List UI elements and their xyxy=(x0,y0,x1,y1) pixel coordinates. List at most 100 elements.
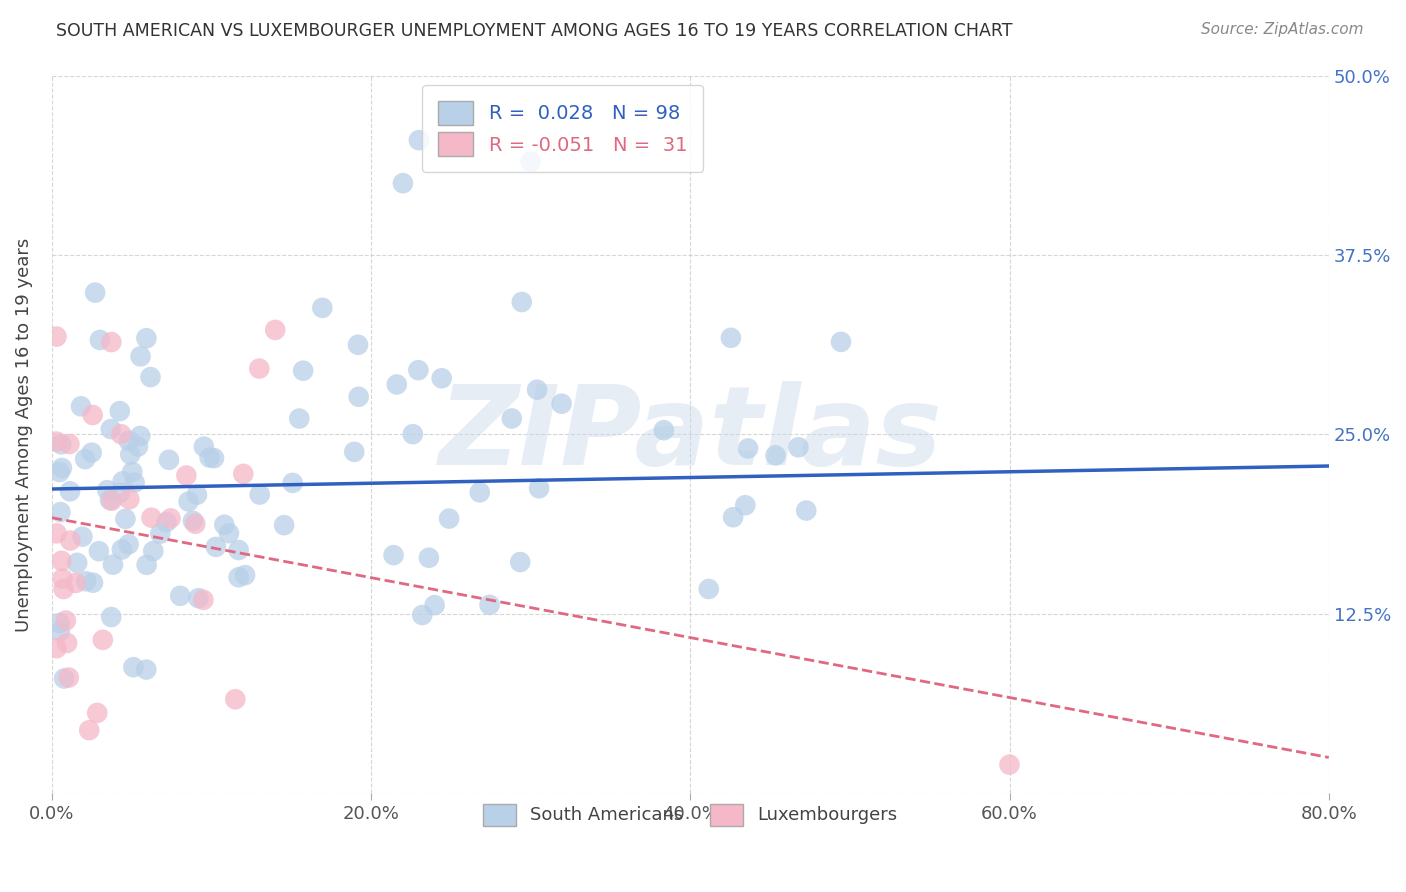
Point xyxy=(96,483,118,497)
Point xyxy=(430,371,453,385)
Point xyxy=(264,323,287,337)
Point xyxy=(292,364,315,378)
Point xyxy=(80,445,103,459)
Point xyxy=(111,475,134,489)
Point xyxy=(423,598,446,612)
Point xyxy=(247,361,270,376)
Point xyxy=(468,485,491,500)
Point xyxy=(135,663,157,677)
Point xyxy=(45,329,67,343)
Point xyxy=(108,404,131,418)
Point xyxy=(734,498,756,512)
Point xyxy=(129,429,152,443)
Point xyxy=(77,723,100,738)
Point xyxy=(48,615,70,630)
Point xyxy=(121,465,143,479)
Point xyxy=(91,632,114,647)
Point xyxy=(224,692,246,706)
Point xyxy=(382,548,405,562)
Point xyxy=(288,411,311,425)
Point xyxy=(55,614,77,628)
Point xyxy=(169,589,191,603)
Point xyxy=(58,671,80,685)
Point xyxy=(155,515,177,529)
Point xyxy=(184,516,207,531)
Point xyxy=(193,440,215,454)
Point xyxy=(550,397,572,411)
Point xyxy=(385,377,408,392)
Legend: South Americans, Luxembourgers: South Americans, Luxembourgers xyxy=(474,795,907,835)
Point xyxy=(347,338,370,352)
Point xyxy=(45,434,67,449)
Point xyxy=(108,486,131,500)
Point xyxy=(100,334,122,349)
Point xyxy=(218,526,240,541)
Point xyxy=(273,518,295,533)
Point xyxy=(87,544,110,558)
Point xyxy=(311,301,333,315)
Point xyxy=(58,437,80,451)
Point xyxy=(111,542,134,557)
Point xyxy=(70,400,93,414)
Point xyxy=(75,452,97,467)
Point xyxy=(135,331,157,345)
Point xyxy=(75,574,97,589)
Point xyxy=(56,636,79,650)
Point xyxy=(149,526,172,541)
Point xyxy=(100,610,122,624)
Point xyxy=(233,568,256,582)
Point xyxy=(127,440,149,454)
Point xyxy=(177,494,200,508)
Point xyxy=(181,514,204,528)
Point xyxy=(157,452,180,467)
Point xyxy=(45,641,67,656)
Point xyxy=(52,582,75,596)
Point xyxy=(526,383,548,397)
Point xyxy=(176,468,198,483)
Point xyxy=(82,575,104,590)
Point xyxy=(787,440,810,454)
Point xyxy=(98,493,121,508)
Point xyxy=(51,461,73,475)
Point xyxy=(114,512,136,526)
Point xyxy=(408,133,430,147)
Text: ZIPatlas: ZIPatlas xyxy=(439,381,942,488)
Point xyxy=(198,450,221,465)
Point xyxy=(721,510,744,524)
Point xyxy=(100,493,122,508)
Point xyxy=(228,543,250,558)
Point xyxy=(527,481,550,495)
Point xyxy=(89,333,111,347)
Point xyxy=(48,465,70,479)
Point xyxy=(86,706,108,720)
Point xyxy=(118,492,141,507)
Point xyxy=(120,448,142,462)
Point xyxy=(232,467,254,481)
Point xyxy=(48,624,70,639)
Point xyxy=(510,295,533,310)
Point xyxy=(501,411,523,425)
Point xyxy=(411,607,433,622)
Point xyxy=(187,591,209,606)
Point xyxy=(49,505,72,519)
Point xyxy=(159,511,181,525)
Point xyxy=(214,517,236,532)
Y-axis label: Unemployment Among Ages 16 to 19 years: Unemployment Among Ages 16 to 19 years xyxy=(15,237,32,632)
Point xyxy=(509,555,531,569)
Point xyxy=(82,408,104,422)
Point xyxy=(45,526,67,541)
Point xyxy=(737,442,759,456)
Text: SOUTH AMERICAN VS LUXEMBOURGER UNEMPLOYMENT AMONG AGES 16 TO 19 YEARS CORRELATIO: SOUTH AMERICAN VS LUXEMBOURGER UNEMPLOYM… xyxy=(56,22,1012,40)
Point xyxy=(478,598,501,612)
Point xyxy=(65,575,87,590)
Point xyxy=(830,334,852,349)
Point xyxy=(519,154,541,169)
Point xyxy=(249,487,271,501)
Point xyxy=(142,544,165,558)
Point xyxy=(794,503,817,517)
Point xyxy=(998,757,1021,772)
Point xyxy=(697,582,720,596)
Point xyxy=(53,672,76,686)
Point xyxy=(100,422,122,436)
Point xyxy=(122,660,145,674)
